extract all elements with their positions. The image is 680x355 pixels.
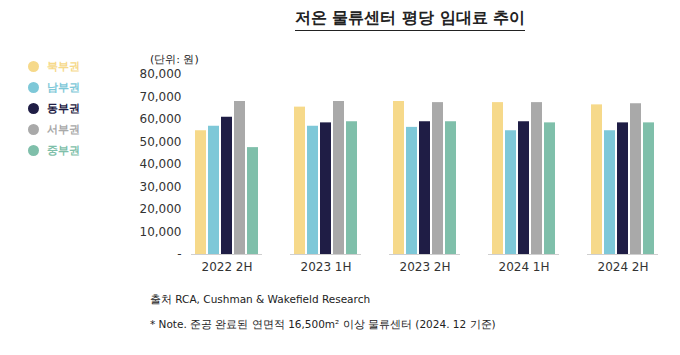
svg-text:10,000: 10,000 [140,225,182,239]
html-text:저온 물류센터 평당 임대료 추이: 저온 물류센터 평당 임대료 추이 [294,8,526,27]
html-text:출처 RCA, Cushman & Wakefield Re: 출처 RCA, Cushman & Wakefield Research [150,293,371,305]
svg-text:2022 2H: 2022 2H [201,260,252,274]
svg-text:-: - [177,247,181,261]
html-text:동부권: 동부권 [47,102,80,115]
svg-text:2024 1H: 2024 1H [498,260,549,274]
svg-text:50,000: 50,000 [140,135,182,149]
html-text:서부권: 서부권 [47,123,80,136]
svg-text:2023 1H: 2023 1H [300,260,351,274]
html-text:(단위: 원): (단위: 원) [150,53,199,66]
html-text:* Note. 준공 완료된 연면적 16,500m² 이상: * Note. 준공 완료된 연면적 16,500m² 이상 물류센터 (202… [150,318,496,330]
svg-text:70,000: 70,000 [140,90,182,104]
svg-text:80,000: 80,000 [140,67,182,81]
svg-text:40,000: 40,000 [140,157,182,171]
svg-text:2023 2H: 2023 2H [399,260,450,274]
html-text:남부권: 남부권 [47,81,80,94]
svg-text:20,000: 20,000 [140,202,182,216]
svg-text:30,000: 30,000 [140,180,182,194]
svg-text:60,000: 60,000 [140,112,182,126]
svg-text:2024 2H: 2024 2H [597,260,648,274]
html-text:중부권: 중부권 [47,144,80,157]
html-text:북부권: 북부권 [47,60,80,73]
